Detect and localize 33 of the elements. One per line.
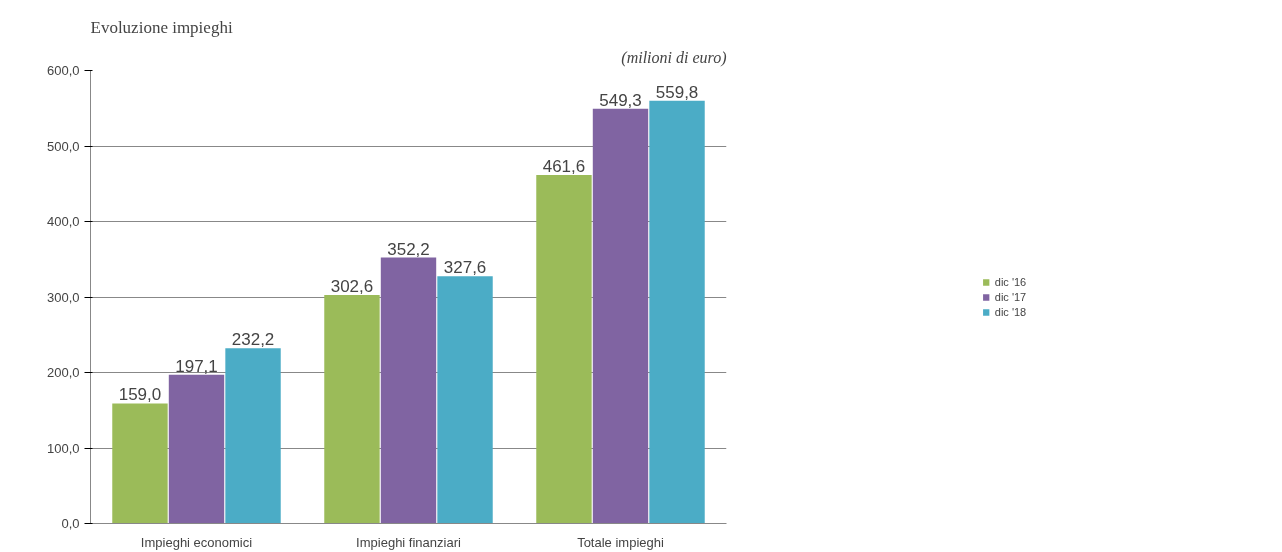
data-label: 352,2: [387, 239, 430, 259]
legend-label: dic '16: [994, 275, 1027, 288]
data-label: 549,3: [599, 90, 642, 110]
chart-title: Evoluzione impieghi: [90, 17, 233, 37]
bar: [168, 374, 225, 524]
x-tick-label: Totale impieghi: [577, 534, 664, 550]
data-label: 461,6: [542, 156, 586, 176]
text: (milioni di euro): [621, 48, 727, 67]
y-tick-label: 500,0: [46, 138, 80, 154]
y-tick-label: 600,0: [46, 63, 80, 78]
bar: [592, 108, 649, 524]
x-tick-label: Impieghi economici: [140, 534, 253, 550]
data-label: 159,0: [118, 385, 162, 405]
y-tick-label: 100,0: [46, 440, 80, 456]
bar: [536, 174, 592, 524]
x-tick-label: Impieghi finanziari: [356, 534, 461, 550]
data-label: 302,6: [330, 277, 374, 297]
data-label: 232,2: [231, 330, 275, 350]
bar: [380, 257, 437, 524]
data-label: 197,1: [175, 356, 218, 376]
y-tick-label: 300,0: [46, 289, 80, 305]
y-tick-label: 200,0: [46, 365, 80, 380]
legend-label: dic '18: [994, 305, 1027, 318]
bar: [324, 295, 380, 524]
legend-label: dic '17: [994, 290, 1027, 303]
y-tick-label: 0,0: [61, 516, 80, 531]
bar: [437, 276, 493, 524]
bar: [225, 348, 281, 524]
y-tick-label: 400,0: [46, 214, 80, 229]
bar: [649, 100, 705, 524]
bar: [112, 403, 168, 524]
data-label: 327,6: [443, 258, 487, 278]
data-label: 559,8: [655, 82, 699, 102]
